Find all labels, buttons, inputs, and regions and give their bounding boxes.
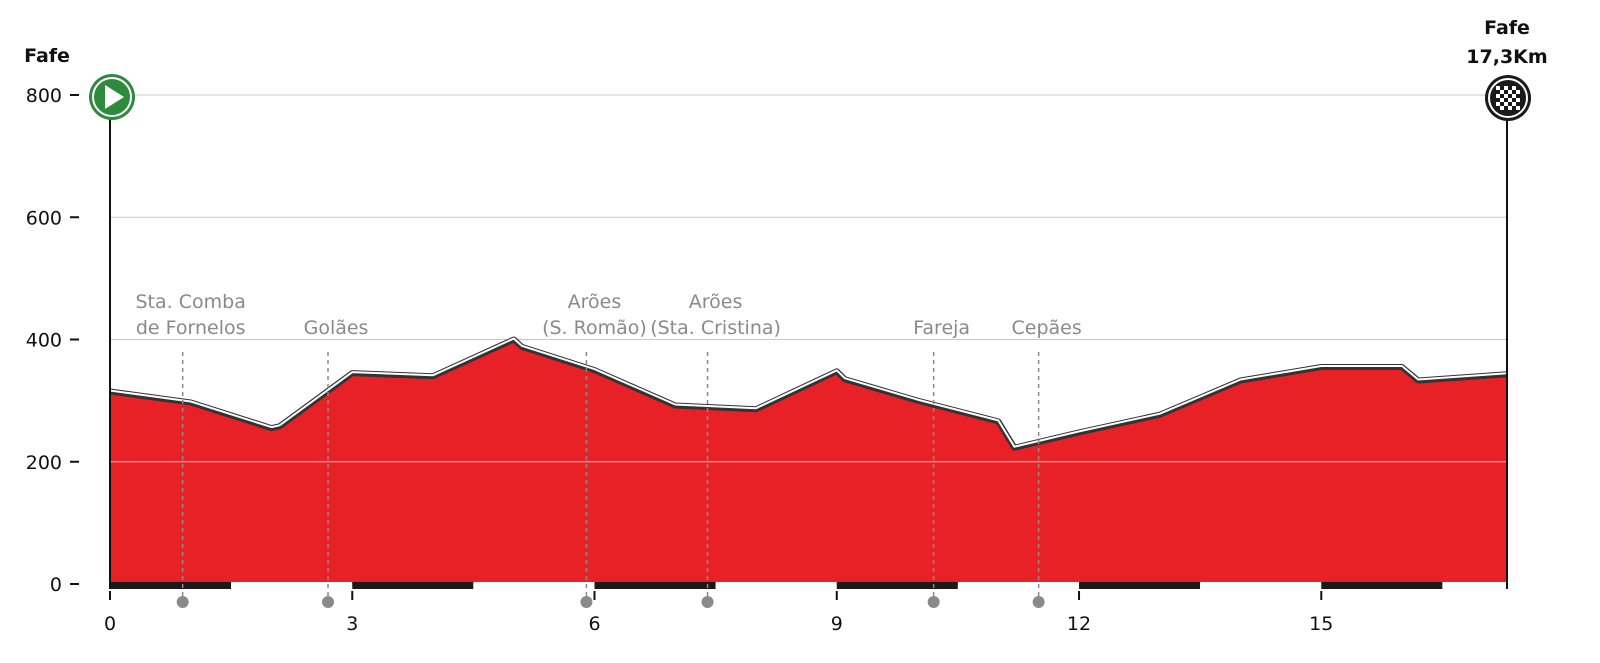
- scale-segment: [1079, 582, 1201, 589]
- place-label: Golães: [304, 317, 369, 339]
- place-label: Arões (S. Romão): [542, 291, 647, 339]
- place-marker-dot: [322, 596, 335, 608]
- scale-segment: [836, 582, 958, 589]
- scale-segment: [594, 582, 716, 589]
- scale-segment: [110, 582, 232, 589]
- x-tick-label: 6: [588, 613, 600, 635]
- place-label: Arões (Sta. Cristina): [650, 291, 781, 339]
- x-tick-label: 15: [1309, 613, 1333, 635]
- x-tick-label: 12: [1067, 613, 1091, 635]
- place-marker-dot: [176, 596, 189, 608]
- y-tick-label: 600: [26, 207, 62, 229]
- y-tick-label: 400: [26, 330, 62, 352]
- place-label: Fareja: [913, 317, 970, 339]
- place-marker-dot: [927, 596, 940, 608]
- scale-segment: [1200, 582, 1322, 589]
- place-marker-dot: [701, 596, 714, 608]
- finish-distance-label: 17,3Km: [1466, 46, 1547, 68]
- start-flag-icon: [89, 74, 135, 120]
- place-label: Sta. Comba de Fornelos: [136, 291, 246, 339]
- start-label: Fafe: [24, 45, 70, 67]
- finish-label: Fafe: [1484, 17, 1530, 39]
- place-marker-dot: [580, 596, 593, 608]
- y-tick-label: 200: [26, 452, 62, 474]
- x-tick-label: 9: [831, 613, 843, 635]
- scale-segment: [957, 582, 1080, 589]
- scale-segment: [715, 582, 837, 589]
- scale-segment: [1442, 582, 1507, 589]
- scale-segment: [473, 582, 595, 589]
- scale-segment: [231, 582, 353, 589]
- x-tick-label: 0: [104, 613, 116, 635]
- place-label: Cepães: [1012, 317, 1082, 339]
- scale-segment: [1321, 582, 1443, 589]
- place-marker-dot: [1032, 596, 1045, 608]
- x-tick-label: 3: [346, 613, 358, 635]
- elevation-highlight: [109, 337, 1508, 448]
- y-tick-label: 800: [26, 85, 62, 107]
- y-tick-label: 0: [50, 574, 62, 596]
- finish-flag-icon: [1485, 75, 1531, 121]
- scale-segment: [352, 582, 474, 589]
